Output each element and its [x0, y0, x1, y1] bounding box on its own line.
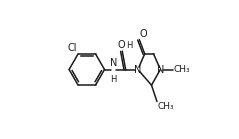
Text: N: N [157, 64, 164, 75]
Text: N: N [110, 58, 117, 68]
Text: H: H [126, 41, 132, 50]
Text: CH₃: CH₃ [158, 102, 174, 111]
Text: N: N [134, 64, 141, 75]
Text: Cl: Cl [67, 43, 76, 53]
Text: O: O [140, 29, 147, 39]
Text: H: H [110, 75, 117, 84]
Text: CH₃: CH₃ [174, 65, 191, 74]
Text: O: O [118, 40, 125, 50]
